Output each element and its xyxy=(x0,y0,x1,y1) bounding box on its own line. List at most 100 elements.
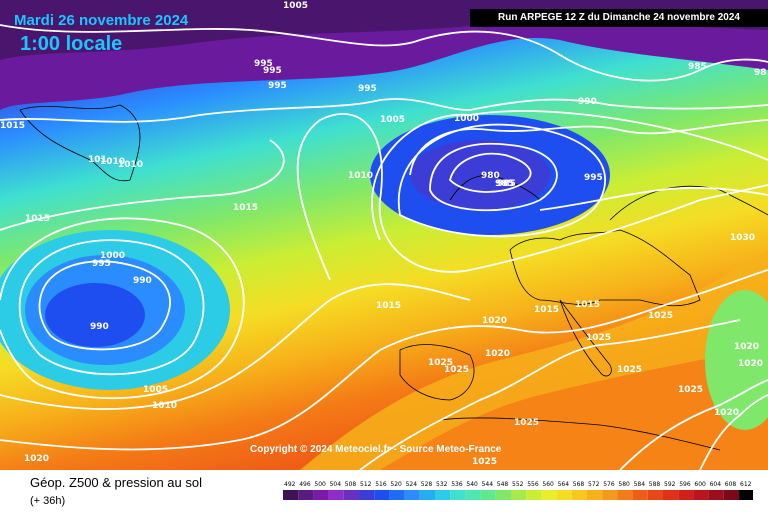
color-tick-label: 604 xyxy=(710,481,722,488)
color-tick-label: 560 xyxy=(542,481,554,488)
isobar-label: 995 xyxy=(254,59,273,69)
isobar-line xyxy=(0,98,768,123)
isobar-label: 1015 xyxy=(534,305,559,315)
isobar-label: 995 xyxy=(92,259,111,269)
isobar-line xyxy=(359,319,741,470)
color-swatch xyxy=(556,490,572,500)
north-sea-trough-core xyxy=(410,140,550,210)
isobar-label: 995 xyxy=(268,81,287,91)
isobar-label: 1025 xyxy=(586,333,611,343)
color-swatch xyxy=(723,490,739,500)
color-tick-label: 548 xyxy=(497,481,509,488)
isobar-line xyxy=(539,187,768,211)
color-tick-label: 576 xyxy=(603,481,615,488)
isobar-line xyxy=(296,113,768,281)
isobar-line xyxy=(371,110,768,241)
color-swatch xyxy=(541,490,557,500)
isobar-label: 1025 xyxy=(678,385,703,395)
copyright-notice: Copyright © 2024 Meteociel.fr - Source M… xyxy=(250,444,502,455)
color-tick-label: 552 xyxy=(512,481,524,488)
isobar-label: 990 xyxy=(90,322,109,332)
isobar-label: 1005 xyxy=(380,115,405,125)
color-swatch xyxy=(435,490,451,500)
color-tick-label: 500 xyxy=(314,481,326,488)
isobar-line xyxy=(0,269,768,451)
isobars xyxy=(0,24,768,470)
isobar-label: 990 xyxy=(133,276,152,286)
isobar-label: 1020 xyxy=(24,454,49,464)
color-swatch xyxy=(328,490,344,500)
color-tick-label: 608 xyxy=(725,481,737,488)
isobar-label: 990 xyxy=(578,97,597,107)
isobar-label: 995 xyxy=(263,66,282,76)
color-swatch xyxy=(693,490,709,500)
isobar-label: 1030 xyxy=(730,233,755,243)
color-swatch xyxy=(587,490,603,500)
isobar-line xyxy=(409,119,768,176)
color-swatch xyxy=(511,490,527,500)
color-tick-label: 516 xyxy=(375,481,387,488)
isobar-line xyxy=(0,139,285,231)
isobar-label: 101 xyxy=(88,155,107,165)
isobar-label: 1025 xyxy=(514,418,539,428)
isobar-label: 1020 xyxy=(734,342,759,352)
color-tick-label: 600 xyxy=(694,481,706,488)
east-green-pocket xyxy=(705,290,768,430)
run-info-banner: Run ARPEGE 12 Z du Dimanche 24 novembre … xyxy=(470,9,768,27)
color-swatch xyxy=(465,490,481,500)
color-tick-label: 540 xyxy=(466,481,478,488)
isobar-line xyxy=(619,379,768,470)
isobar-line xyxy=(429,142,558,212)
isobar-label: 1025 xyxy=(617,365,642,375)
color-tick-label: 524 xyxy=(406,481,418,488)
color-tick-label: 564 xyxy=(558,481,570,488)
color-tick-label: 492 xyxy=(284,481,296,488)
color-tick-label: 508 xyxy=(345,481,357,488)
footer-bar: Géop. Z500 & pression au sol (+ 36h) 492… xyxy=(0,470,768,512)
isobar-line xyxy=(397,123,606,238)
isobar-label: 1010 xyxy=(152,401,177,411)
map-canvas: 1005 995 995 995 995 1015 1005 1000 990 … xyxy=(0,0,768,470)
color-swatch xyxy=(359,490,375,500)
color-tick-label: 572 xyxy=(588,481,600,488)
isobar-label: 995 xyxy=(358,84,377,94)
color-swatch xyxy=(283,490,299,500)
color-tick-label: 596 xyxy=(679,481,691,488)
isobar-line xyxy=(699,394,768,470)
color-swatch xyxy=(663,490,679,500)
color-tick-label: 520 xyxy=(390,481,402,488)
scandinavia-coast xyxy=(449,174,541,201)
color-tick-label: 536 xyxy=(451,481,463,488)
color-swatch xyxy=(389,490,405,500)
color-swatch xyxy=(617,490,633,500)
field-title: Géop. Z500 & pression au sol xyxy=(30,475,202,490)
isobar-label: 1010 xyxy=(118,160,143,170)
color-swatch xyxy=(647,490,663,500)
isobar-label: 985 xyxy=(688,62,707,72)
isobar-label: 995 xyxy=(584,173,603,183)
isobar-line xyxy=(0,283,471,410)
color-tick-label: 584 xyxy=(634,481,646,488)
forecast-date: Mardi 26 novembre 2024 xyxy=(14,12,189,29)
europe-coast xyxy=(509,229,701,307)
isobar-labels: 1005 995 995 995 995 1015 1005 1000 990 … xyxy=(0,1,767,467)
color-swatch xyxy=(404,490,420,500)
color-tick-label: 588 xyxy=(649,481,661,488)
color-swatch xyxy=(495,490,511,500)
color-tick-label: 580 xyxy=(618,481,630,488)
color-swatch xyxy=(526,490,542,500)
color-swatch xyxy=(419,490,435,500)
color-tick-label: 496 xyxy=(299,481,311,488)
isobar-label: 1015 xyxy=(376,301,401,311)
color-tick-label: 592 xyxy=(664,481,676,488)
color-swatch xyxy=(480,490,496,500)
weather-map: 1005 995 995 995 995 1015 1005 1000 990 … xyxy=(0,0,768,470)
isobar-label: 1015 xyxy=(575,300,600,310)
color-swatch xyxy=(343,490,359,500)
isobar-label: 1025 xyxy=(428,358,453,368)
forecast-time: 1:00 locale xyxy=(20,33,123,55)
isobar-line xyxy=(449,152,532,193)
color-swatch xyxy=(708,490,724,500)
color-tick-label: 532 xyxy=(436,481,448,488)
isobar-label: 1010 xyxy=(100,157,125,167)
